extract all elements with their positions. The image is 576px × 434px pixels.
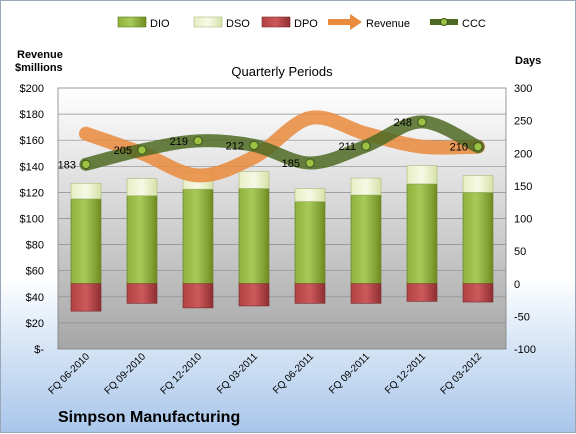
x-tick-label: FQ 09-2010 xyxy=(103,351,149,397)
ccc-data-label: 183 xyxy=(58,159,76,171)
dpo-bar xyxy=(182,283,214,309)
bars xyxy=(70,165,494,312)
revenue-line xyxy=(79,110,485,183)
ccc-line xyxy=(79,115,485,171)
dso-bar xyxy=(406,165,438,185)
legend-label: DIO xyxy=(150,18,170,30)
dso-bar xyxy=(70,182,102,200)
left-tick-label: $20 xyxy=(26,318,44,330)
lines xyxy=(79,110,485,183)
chart-title: Quarterly Periods xyxy=(231,64,333,79)
x-tick-label: FQ 12-2010 xyxy=(159,351,205,397)
right-tick-label: 300 xyxy=(514,83,532,95)
x-tick-label: FQ 12-2011 xyxy=(383,351,428,396)
legend-label: DSO xyxy=(226,18,250,30)
left-tick-label: $160 xyxy=(20,135,44,147)
right-axis-ticks: -100 -50 0 50 100 150 200 250 300 xyxy=(514,83,536,356)
x-axis-ticks: FQ 06-2010 FQ 09-2010 FQ 12-2010 FQ 03-2011… xyxy=(47,351,485,397)
ccc-point xyxy=(137,145,147,155)
x-tick-label: FQ 03-2012 xyxy=(439,351,485,397)
dpo-bar xyxy=(294,283,326,304)
dso-bar xyxy=(238,171,270,189)
left-axis-label-line1: Revenue xyxy=(17,49,63,61)
right-tick-label: 250 xyxy=(514,116,532,128)
dso-bar xyxy=(126,178,158,196)
right-axis-label: Days xyxy=(515,55,541,67)
dio-bar xyxy=(294,201,326,285)
dpo-bar xyxy=(462,283,494,303)
dio-bar xyxy=(126,195,158,285)
ccc-data-label: 248 xyxy=(394,117,412,129)
ccc-data-label: 219 xyxy=(170,136,188,148)
x-tick-label: FQ 06-2011 xyxy=(271,351,316,396)
right-tick-label: 50 xyxy=(514,246,526,258)
left-tick-label: $180 xyxy=(20,109,44,121)
legend-swatch-dio xyxy=(117,16,147,28)
left-tick-label: $40 xyxy=(26,292,44,304)
left-tick-label: $- xyxy=(34,344,44,356)
ccc-point xyxy=(361,141,371,151)
left-tick-label: $60 xyxy=(26,266,44,278)
x-tick-label: FQ 09-2011 xyxy=(327,351,372,396)
left-tick-label: $120 xyxy=(20,187,44,199)
dpo-bar xyxy=(238,283,270,307)
dio-bar xyxy=(238,188,270,285)
ccc-data-label: 210 xyxy=(450,142,468,154)
right-tick-label: 150 xyxy=(514,181,532,193)
ccc-data-label: 205 xyxy=(114,145,132,157)
ccc-point xyxy=(417,117,427,127)
dpo-bar xyxy=(70,283,102,312)
legend-label: DPO xyxy=(294,18,318,30)
left-tick-label: $200 xyxy=(20,83,44,95)
ccc-data-label: 211 xyxy=(338,141,356,153)
x-tick-label: FQ 03-2011 xyxy=(215,351,260,396)
ccc-point xyxy=(193,136,203,146)
legend-arrow-icon xyxy=(350,14,362,30)
right-tick-label: -50 xyxy=(514,311,530,323)
right-tick-label: 200 xyxy=(514,148,532,160)
left-axis-label-line2: $millions xyxy=(15,62,63,74)
x-tick-label: FQ 06-2010 xyxy=(47,351,93,397)
legend-swatch-dpo xyxy=(261,16,291,28)
right-tick-label: 100 xyxy=(514,214,532,226)
dso-bar xyxy=(462,175,494,193)
dio-bar xyxy=(182,188,214,285)
left-tick-label: $100 xyxy=(20,214,44,226)
left-axis-ticks: $- $20 $40 $60 $80 $100 $120 $140 $160 $180 $200 xyxy=(20,83,45,356)
ccc-data-labels: 183 205 219 212 185 211 248 210 xyxy=(58,117,468,171)
dio-bar xyxy=(70,198,102,285)
ccc-point xyxy=(305,158,315,168)
legend: DIO DSO DPO Revenue CCC xyxy=(117,14,486,30)
legend-label: CCC xyxy=(462,18,486,30)
dio-bar xyxy=(462,192,494,285)
ccc-point xyxy=(249,140,259,151)
dpo-bar xyxy=(126,283,158,304)
ccc-point xyxy=(473,142,483,152)
legend-swatch-dso xyxy=(193,16,223,28)
dio-bar xyxy=(406,183,438,285)
left-tick-label: $140 xyxy=(20,161,44,173)
legend-label: Revenue xyxy=(366,18,410,30)
dso-bar xyxy=(294,188,326,202)
right-tick-label: 0 xyxy=(514,279,520,291)
dpo-bar xyxy=(350,283,382,304)
dpo-bar xyxy=(406,283,438,302)
right-tick-label: -100 xyxy=(514,344,536,356)
company-name: Simpson Manufacturing xyxy=(58,409,240,426)
legend-marker-ccc xyxy=(440,18,448,26)
ccc-data-label: 185 xyxy=(282,158,300,170)
ccc-point xyxy=(81,159,91,170)
dso-bar xyxy=(350,177,382,196)
left-tick-label: $80 xyxy=(26,240,44,252)
dio-bar xyxy=(350,194,382,285)
ccc-data-label: 212 xyxy=(226,140,244,152)
